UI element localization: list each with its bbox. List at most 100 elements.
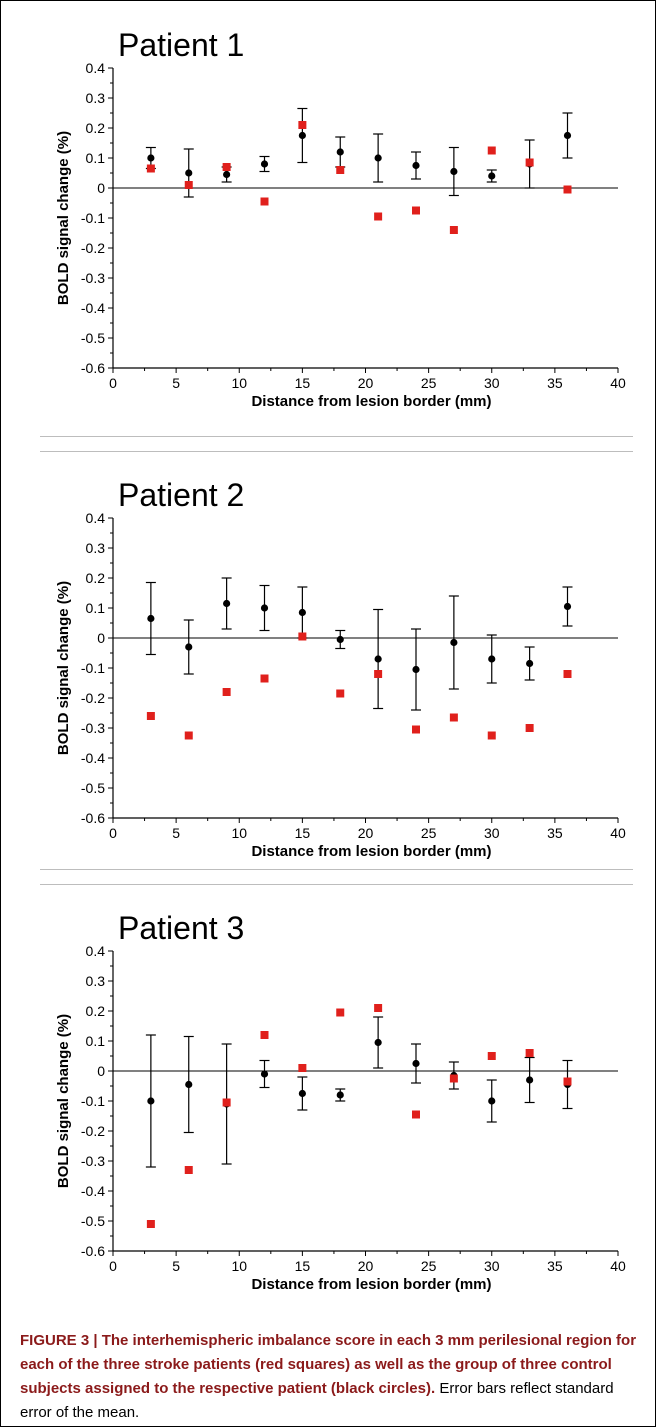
y-tick-label: 0.4 — [86, 60, 106, 76]
chart-svg-2: Patient 2 -0.6 -0.5 -0.4 -0.3 -0.2 -0.1 0 0.1 0.2… — [55, 477, 626, 860]
chart-panel-3: Patient 3 -0.6 -0.5 -0.4 -0.3 -0.2 -0.1 0 0.1 0.2… — [0, 883, 656, 1323]
control-point — [260, 604, 269, 612]
control-point — [450, 638, 458, 647]
x-tick-label: 20 — [358, 1258, 374, 1274]
x-tick-label: 35 — [547, 825, 563, 841]
y-tick-label: -0.5 — [81, 1213, 105, 1229]
control-point — [412, 1059, 420, 1068]
x-tick-label: 5 — [172, 375, 180, 391]
patient-point — [298, 1064, 307, 1072]
control-point — [185, 643, 193, 651]
chart-svg-1: Patient 1 -0.6 -0.5 -0.4 -0.3 -0.2 -0.1 0 0.1 0.2… — [55, 27, 626, 410]
control-point — [185, 1080, 193, 1089]
y-tick-label: 0.3 — [86, 90, 106, 106]
x-tick-label: 10 — [231, 1258, 247, 1274]
x-tick-label: 15 — [295, 375, 311, 391]
y-tick-label: 0 — [97, 630, 105, 646]
control-point — [374, 154, 382, 162]
y-tick-label: -0.4 — [81, 750, 105, 766]
control-point — [563, 131, 572, 140]
control-point — [450, 167, 458, 176]
y-tick-label: -0.6 — [81, 810, 105, 826]
y-tick-label: -0.2 — [81, 240, 105, 256]
patient-point — [449, 1074, 458, 1083]
y-tick-label: -0.1 — [81, 660, 105, 676]
patient-point — [298, 632, 307, 641]
patient-point — [525, 158, 534, 167]
chart-panel-1: Patient 1 -0.6 -0.5 -0.4 -0.3 -0.2 -0.1 0 0.1 0.2… — [0, 0, 656, 440]
patient-point — [184, 731, 193, 740]
y-tick-label: 0.3 — [86, 973, 106, 989]
x-tick-label: 40 — [610, 375, 626, 391]
y-tick-label: -0.6 — [81, 1243, 105, 1259]
patient-point — [146, 712, 155, 720]
patient-point — [487, 1052, 496, 1060]
chart-title: Patient 1 — [118, 27, 244, 63]
y-tick-label: 0.3 — [86, 540, 106, 556]
x-tick-label: 25 — [421, 375, 437, 391]
y-tick-label: 0 — [97, 1063, 105, 1079]
patient-point — [563, 185, 572, 194]
x-tick-label: 0 — [109, 825, 117, 841]
patient-point — [374, 670, 383, 678]
control-point — [260, 1070, 269, 1078]
x-tick-label: 40 — [610, 825, 626, 841]
patient-point — [336, 1008, 345, 1017]
y-tick-label: -0.3 — [81, 1153, 105, 1169]
y-tick-label: -0.2 — [81, 690, 105, 706]
patient-point — [146, 164, 155, 173]
y-tick-label: 0.1 — [86, 1033, 106, 1049]
y-tick-label: -0.4 — [81, 1183, 105, 1199]
x-tick-label: 30 — [484, 825, 500, 841]
patient-point — [412, 1110, 420, 1119]
x-tick-label: 30 — [484, 1258, 500, 1274]
panel-separator-2 — [40, 451, 633, 452]
y-axis-label: BOLD signal change (%) — [55, 581, 72, 755]
control-point — [223, 170, 231, 179]
x-tick-label: 35 — [547, 1258, 563, 1274]
x-tick-label: 30 — [484, 375, 500, 391]
patient-point — [222, 163, 231, 171]
y-tick-label: -0.1 — [81, 210, 105, 226]
control-point — [336, 148, 344, 156]
x-tick-label: 40 — [610, 1258, 626, 1274]
control-point — [563, 602, 572, 611]
patient-point — [449, 713, 458, 722]
control-point — [336, 1091, 344, 1099]
control-point — [298, 608, 306, 617]
patient-point — [487, 731, 496, 740]
patient-point — [449, 226, 458, 234]
control-point — [374, 1038, 382, 1047]
control-point — [298, 1089, 306, 1098]
patient-point — [563, 1077, 572, 1086]
patient-point — [412, 206, 420, 215]
x-tick-label: 5 — [172, 1258, 180, 1274]
x-tick-label: 15 — [295, 1258, 311, 1274]
x-axis-label: Distance from lesion border (mm) — [251, 393, 491, 410]
y-axis-label: BOLD signal change (%) — [55, 1014, 72, 1188]
patient-point — [487, 146, 496, 155]
y-tick-label: -0.4 — [81, 300, 105, 316]
patient-point — [260, 1031, 269, 1039]
chart-svg-3: Patient 3 -0.6 -0.5 -0.4 -0.3 -0.2 -0.1 0 0.1 0.2… — [55, 910, 626, 1293]
x-axis-label: Distance from lesion border (mm) — [251, 1276, 491, 1293]
chart-title: Patient 3 — [118, 910, 244, 946]
y-tick-label: -0.6 — [81, 360, 105, 376]
patient-point — [525, 724, 534, 732]
patient-point — [260, 674, 269, 683]
x-tick-label: 20 — [358, 825, 374, 841]
control-point — [488, 172, 496, 180]
patient-point — [525, 1049, 534, 1057]
y-tick-label: 0.2 — [86, 570, 106, 586]
y-tick-label: -0.3 — [81, 720, 105, 736]
x-tick-label: 25 — [421, 1258, 437, 1274]
y-tick-label: -0.5 — [81, 780, 105, 796]
patient-point — [260, 197, 269, 206]
y-tick-label: 0.2 — [86, 120, 106, 136]
control-point — [374, 655, 382, 663]
patient-point — [146, 1220, 155, 1228]
control-point — [147, 1097, 155, 1105]
caption-text: Error bars reflect standard error of the… — [20, 1380, 614, 1421]
figure-caption: FIGURE 3 | The interhemispheric imbalanc… — [20, 1329, 640, 1425]
